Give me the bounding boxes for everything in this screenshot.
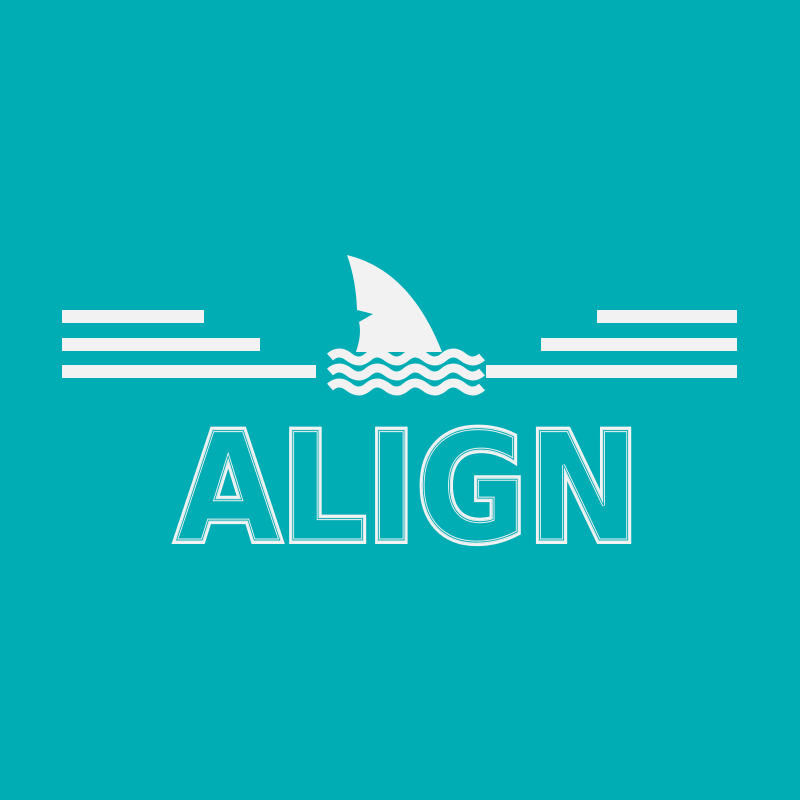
waves bbox=[327, 348, 485, 396]
right-stripes bbox=[486, 310, 737, 378]
wordmark-group bbox=[176, 402, 640, 576]
stripe bbox=[541, 338, 737, 351]
stripe bbox=[62, 365, 316, 378]
shark-fin bbox=[347, 255, 442, 352]
wave bbox=[327, 348, 485, 366]
stripe bbox=[62, 338, 260, 351]
stripe bbox=[62, 310, 204, 323]
wordmark-layer bbox=[175, 401, 641, 577]
wave bbox=[327, 378, 485, 396]
stripe bbox=[597, 310, 737, 323]
wave bbox=[327, 363, 485, 381]
left-stripes bbox=[62, 310, 316, 378]
stripe bbox=[486, 365, 737, 378]
